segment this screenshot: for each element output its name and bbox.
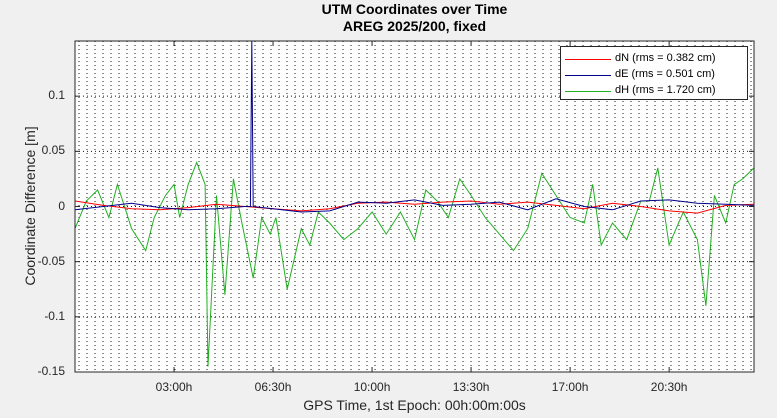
series-line-de <box>75 41 754 213</box>
legend-item-dh: dH (rms = 1.720 cm) <box>565 83 747 99</box>
chart-legend: dN (rms = 0.382 cm) dE (rms = 0.501 cm) … <box>560 46 748 100</box>
series-layer <box>75 41 754 367</box>
x-tick-label: 13:30h <box>452 380 490 394</box>
chart-title: UTM Coordinates over Time <box>321 1 508 17</box>
y-tick-label: 0.1 <box>48 88 65 103</box>
y-axis-label: Coordinate Difference [m] <box>22 126 38 286</box>
y-tick-label: -0.05 <box>37 253 65 268</box>
x-tick-label: 17:00h <box>551 380 589 394</box>
x-tick-label: 20:30h <box>650 380 688 394</box>
y-tick-label: 0 <box>58 198 65 213</box>
y-tick-label: 0.05 <box>41 143 65 158</box>
legend-label-dn: dN (rms = 0.382 cm) <box>615 52 716 64</box>
x-axis-label: GPS Time, 1st Epoch: 00h:00m:00s <box>303 397 526 413</box>
x-tick-label: 10:00h <box>353 380 391 394</box>
chart-subtitle: AREG 2025/200, fixed <box>342 18 487 34</box>
legend-item-dn: dN (rms = 0.382 cm) <box>565 51 747 67</box>
legend-swatch-dn <box>565 59 611 60</box>
legend-swatch-de <box>565 75 611 76</box>
legend-label-de: dE (rms = 0.501 cm) <box>615 68 715 80</box>
y-tick-label: -0.15 <box>37 364 65 378</box>
x-tick-label: 06:30h <box>254 380 292 394</box>
legend-swatch-dh <box>565 91 611 92</box>
series-line-dn <box>75 200 754 214</box>
legend-label-dh: dH (rms = 1.720 cm) <box>615 84 716 96</box>
legend-item-de: dE (rms = 0.501 cm) <box>565 67 747 83</box>
x-tick-label: 03:00h <box>155 380 193 394</box>
y-tick-label: -0.1 <box>44 308 65 323</box>
